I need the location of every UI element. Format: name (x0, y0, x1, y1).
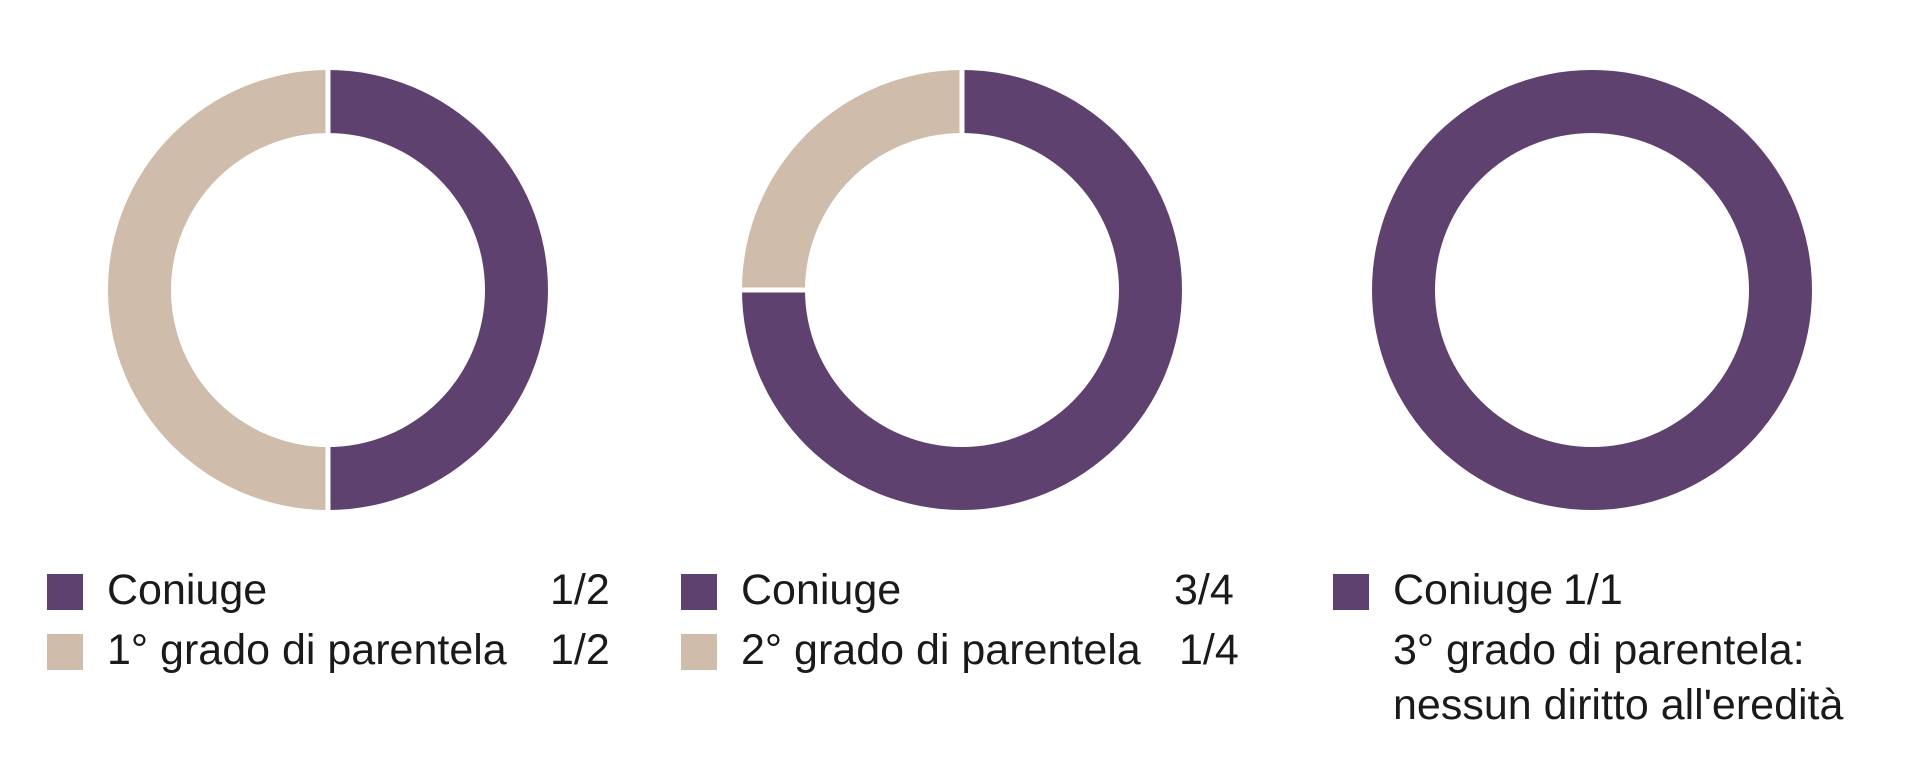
legend-chart-1: Coniuge 1/2 1° grado di parentela 1/2 (47, 560, 617, 680)
legend-swatch-spouse (1333, 574, 1369, 610)
donut-chart-1 (108, 68, 548, 512)
legend-item-spouse: Coniuge 1/1 (1333, 560, 1893, 620)
donut-slice-relatives (108, 70, 328, 510)
donut-slice-relatives (742, 70, 962, 290)
legend-share: 1/1 (1563, 566, 1623, 614)
legend-chart-2: Coniuge 3/4 2° grado di parentela 1/4 (681, 560, 1251, 680)
legend-share: 1/2 (550, 626, 610, 674)
legend-share: 1/4 (1179, 626, 1239, 674)
legend-swatch-spouse (47, 574, 83, 610)
legend-note-line-2: nessun diritto all'eredità (1393, 681, 1844, 729)
donut-chart-2 (740, 68, 1182, 510)
donut-chart-3 (1372, 70, 1812, 510)
legend-label: 1° grado di parentela (107, 626, 507, 674)
legend-share: 3/4 (1174, 566, 1234, 614)
legend-share: 1/2 (550, 566, 610, 614)
legend-label: Coniuge (1393, 566, 1554, 614)
legend-item-relatives: 1° grado di parentela 1/2 (47, 620, 617, 680)
legend-label: 2° grado di parentela (741, 626, 1141, 674)
legend-item-relatives: 2° grado di parentela 1/4 (681, 620, 1251, 680)
legend-note-line-1: 3° grado di parentela: (1393, 626, 1805, 674)
donut-slice-spouse (1372, 70, 1812, 510)
legend-label: Coniuge (741, 566, 902, 614)
legend-item-spouse: Coniuge 1/2 (47, 560, 617, 620)
legend-swatch-relatives (47, 634, 83, 670)
legend-item-spouse: Coniuge 3/4 (681, 560, 1251, 620)
legend-swatch-relatives (681, 634, 717, 670)
legend-chart-3: Coniuge 1/1 3° grado di parentela: nessu… (1333, 560, 1893, 729)
legend-label: Coniuge (107, 566, 268, 614)
legend-swatch-spouse (681, 574, 717, 610)
donut-slice-spouse (328, 70, 548, 510)
